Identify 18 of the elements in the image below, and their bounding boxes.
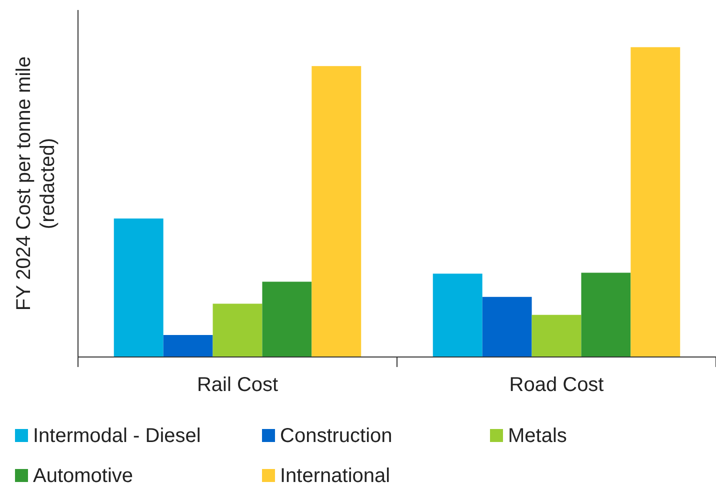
legend-label: International — [280, 465, 390, 487]
legend-label: Construction — [280, 425, 392, 447]
legend-label: Automotive — [33, 465, 134, 487]
x-tick-label: Road Cost — [509, 374, 604, 396]
bar — [163, 335, 213, 357]
bar — [532, 314, 582, 357]
bar — [262, 282, 312, 357]
bar — [482, 296, 532, 357]
x-tick-label: Rail Cost — [196, 374, 279, 396]
bar — [581, 272, 631, 357]
bar — [114, 218, 164, 357]
bar — [432, 274, 482, 357]
bar — [212, 304, 262, 357]
bar — [630, 47, 680, 357]
legend-label: Metals — [508, 425, 567, 447]
y-axis-title: FY 2024 Cost per tonne mile (redacted) — [13, 56, 59, 311]
legend-label: Intermodal - Diesel — [33, 425, 201, 447]
bar — [312, 66, 362, 357]
